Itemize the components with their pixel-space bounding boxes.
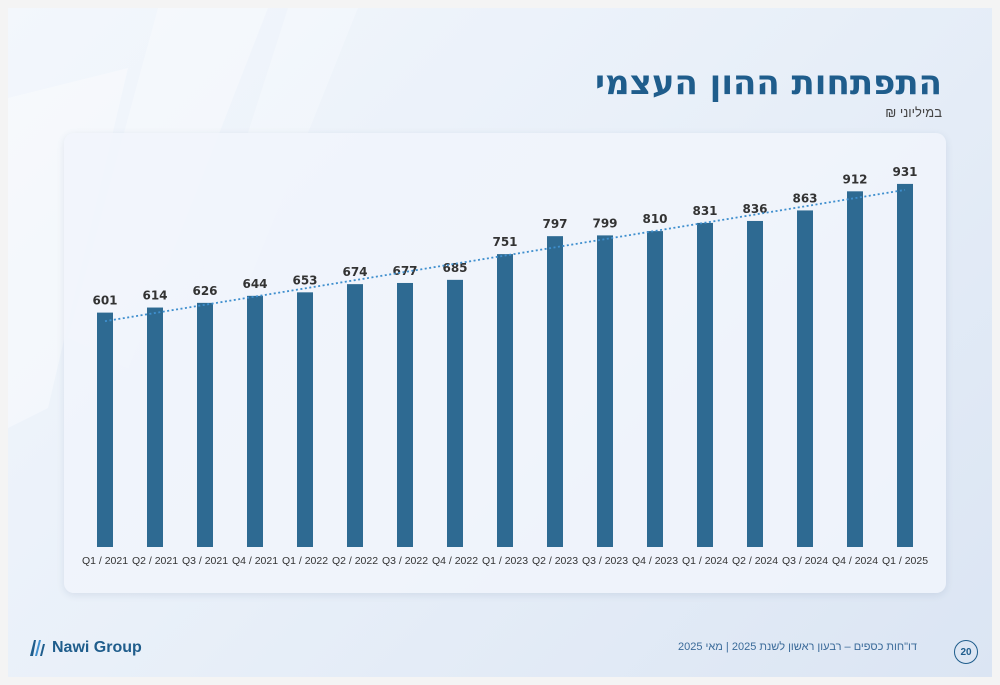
bar-4 bbox=[297, 292, 313, 547]
chart-card: 601 Q1 / 2021 614 Q2 / 2021 626 Q3 / 2021 644 Q… bbox=[64, 133, 946, 593]
data-label-0: 601 bbox=[92, 294, 117, 308]
bar-16 bbox=[897, 183, 913, 547]
bar-0 bbox=[97, 312, 113, 547]
data-label-4: 653 bbox=[292, 273, 317, 287]
x-tick-label-8: Q1 / 2023 bbox=[482, 555, 528, 567]
x-tick-label-6: Q3 / 2022 bbox=[382, 555, 428, 567]
footer-report-text: דו"חות כספים – רבעון ראשון לשנת 2025 | מ… bbox=[678, 641, 917, 653]
data-label-9: 797 bbox=[542, 217, 567, 231]
bar-9 bbox=[547, 236, 563, 548]
bar-1 bbox=[147, 307, 163, 547]
bar-2 bbox=[197, 302, 213, 547]
x-tick-label-11: Q4 / 2023 bbox=[632, 555, 678, 567]
x-tick-label-12: Q1 / 2024 bbox=[682, 555, 728, 567]
bar-8 bbox=[497, 254, 513, 548]
data-label-13: 836 bbox=[742, 202, 767, 216]
data-label-16: 931 bbox=[892, 165, 917, 179]
bar-15 bbox=[847, 191, 863, 547]
x-tick-label-0: Q1 / 2021 bbox=[82, 555, 128, 567]
data-label-11: 810 bbox=[642, 212, 667, 226]
bar-12 bbox=[697, 222, 713, 547]
slide: התפתחות ההון העצמי במיליוני ₪ 601 Q1 / 20… bbox=[8, 8, 992, 677]
x-tick-label-7: Q4 / 2022 bbox=[432, 555, 478, 567]
x-tick-label-14: Q3 / 2024 bbox=[782, 555, 828, 567]
bar-3 bbox=[247, 295, 263, 547]
bar-5 bbox=[347, 284, 363, 547]
bar-14 bbox=[797, 210, 813, 547]
x-tick-label-9: Q2 / 2023 bbox=[532, 555, 578, 567]
data-label-15: 912 bbox=[842, 172, 867, 186]
data-label-3: 644 bbox=[242, 277, 267, 291]
page-title: התפתחות ההון העצמי bbox=[595, 63, 942, 103]
x-tick-label-5: Q2 / 2022 bbox=[332, 555, 378, 567]
bar-13 bbox=[747, 220, 763, 547]
bar-11 bbox=[647, 231, 663, 547]
data-label-8: 751 bbox=[492, 235, 517, 249]
x-tick-label-1: Q2 / 2021 bbox=[132, 555, 178, 567]
data-label-10: 799 bbox=[592, 216, 617, 230]
bar-6 bbox=[397, 282, 413, 547]
data-label-14: 863 bbox=[792, 191, 817, 205]
x-tick-label-4: Q1 / 2022 bbox=[282, 555, 328, 567]
x-tick-label-13: Q2 / 2024 bbox=[732, 555, 778, 567]
data-label-7: 685 bbox=[442, 261, 467, 275]
data-label-6: 677 bbox=[392, 264, 417, 278]
data-label-1: 614 bbox=[142, 289, 167, 303]
bar-7 bbox=[447, 279, 463, 547]
brand-name: Nawi Group bbox=[52, 639, 142, 656]
data-label-5: 674 bbox=[342, 265, 367, 279]
x-tick-label-16: Q1 / 2025 bbox=[882, 555, 928, 567]
nawi-logo-icon bbox=[30, 640, 45, 656]
data-label-2: 626 bbox=[192, 284, 217, 298]
equity-bar-chart: 601 Q1 / 2021 614 Q2 / 2021 626 Q3 / 2021 644 Q… bbox=[82, 165, 928, 567]
page-subtitle: במיליוני ₪ bbox=[885, 105, 942, 120]
x-tick-label-15: Q4 / 2024 bbox=[832, 555, 878, 567]
x-tick-label-10: Q3 / 2023 bbox=[582, 555, 628, 567]
x-tick-label-3: Q4 / 2021 bbox=[232, 555, 278, 567]
page-number: 20 bbox=[954, 640, 978, 664]
data-label-12: 831 bbox=[692, 204, 717, 218]
trendline bbox=[104, 189, 906, 323]
bar-10 bbox=[597, 235, 613, 547]
x-tick-label-2: Q3 / 2021 bbox=[182, 555, 228, 567]
footer-logo: Nawi Group bbox=[28, 636, 142, 660]
